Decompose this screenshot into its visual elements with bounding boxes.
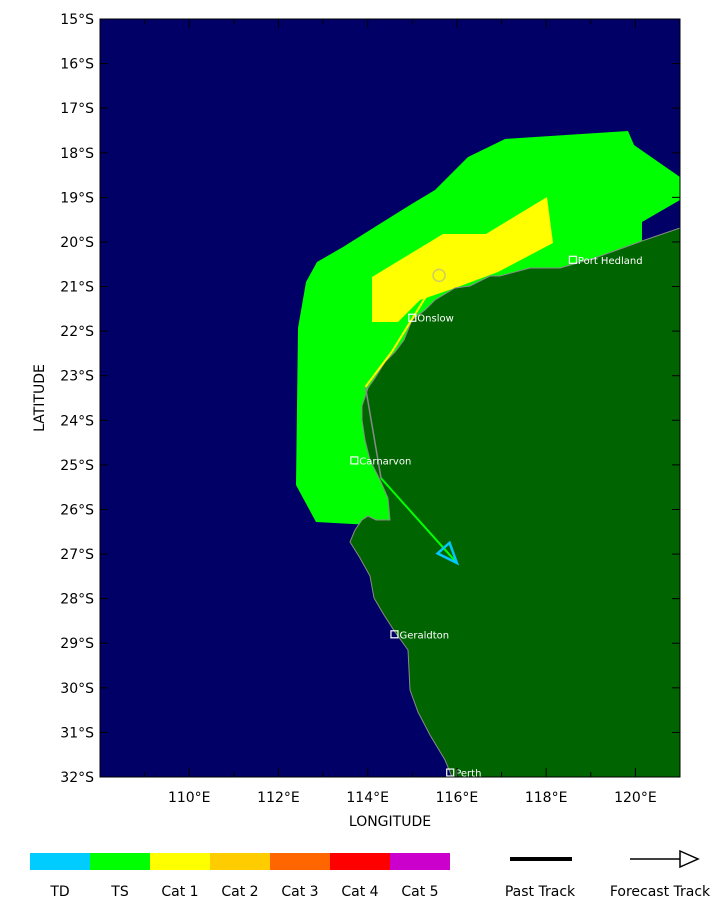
legend-label: Cat 3: [281, 884, 318, 898]
y-tick-label: 19°S: [60, 190, 94, 206]
y-tick-label: 15°S: [60, 12, 94, 28]
y-tick-label: 21°S: [60, 280, 94, 296]
past-track-label: Past Track: [505, 884, 576, 898]
x-axis-title: LONGITUDE: [349, 814, 431, 830]
city-label: Perth: [455, 769, 481, 780]
current-position-marker: [432, 268, 446, 283]
forecast-arrowhead-legend-icon: [679, 849, 700, 869]
intensity-legend: TD TS Cat 1 Cat 2 Cat 3 Cat 4 Cat 5: [30, 853, 450, 898]
forecast-track-label: Forecast Track: [610, 884, 711, 898]
legend-label: TD: [49, 884, 69, 898]
x-tick-label: 118°E: [525, 790, 568, 806]
legend-swatch: [30, 853, 90, 870]
city-marker-icon: [568, 255, 578, 264]
city-marker-icon: [350, 456, 359, 465]
category-1-wind-zone: [372, 197, 553, 322]
legend-swatch: [90, 853, 150, 870]
y-tick-label: 27°S: [60, 547, 94, 563]
legend-label: TS: [110, 884, 129, 898]
legend-label: Cat 1: [161, 884, 198, 898]
city-label: Geraldton: [399, 630, 449, 641]
y-axis-title: LATITUDE: [32, 364, 48, 432]
y-tick-label: 29°S: [60, 636, 94, 652]
x-tick-label: 112°E: [257, 790, 300, 806]
x-tick-label: 110°E: [168, 790, 211, 806]
legend-label: Cat 5: [401, 884, 438, 898]
australia-landmass: [350, 228, 680, 777]
legend-swatch: [390, 853, 450, 870]
y-tick-label: 24°S: [60, 413, 94, 429]
cat1-track-segment: [364, 274, 440, 388]
past-track-legend: Past Track: [505, 857, 576, 898]
y-tick-label: 26°S: [60, 502, 94, 518]
x-tick-label: 116°E: [436, 790, 479, 806]
forecast-arrowhead-icon: [435, 540, 460, 566]
legend-swatch: [330, 853, 390, 870]
x-tick-label: 114°E: [346, 790, 389, 806]
y-tick-label: 20°S: [60, 235, 94, 251]
y-tick-label: 25°S: [60, 458, 94, 474]
plot-frame: [99, 18, 681, 778]
y-tick-label: 16°S: [60, 57, 94, 73]
longitude-axis: 110°E 112°E 114°E 116°E 118°E 120°E: [99, 19, 681, 806]
city-label: Onslow: [417, 314, 454, 325]
legend-swatch: [210, 853, 270, 870]
city-marker-icon: [408, 313, 417, 322]
y-tick-label: 18°S: [60, 146, 94, 162]
y-tick-label: 30°S: [60, 681, 94, 697]
coastline-outline: [349, 227, 680, 777]
city-label: Carnarvon: [359, 456, 411, 467]
city-marker-icon: [390, 630, 399, 639]
city-markers: Port Hedland Onslow Carnarvon Geraldton Pert…: [350, 255, 643, 780]
legend-label: Cat 4: [341, 884, 378, 898]
y-tick-label: 23°S: [60, 369, 94, 385]
y-tick-label: 31°S: [60, 725, 94, 741]
legend-label: Cat 2: [221, 884, 258, 898]
y-tick-label: 17°S: [60, 101, 94, 117]
map-plot-area: [100, 19, 680, 777]
y-tick-label: 28°S: [60, 592, 94, 608]
y-tick-label: 22°S: [60, 324, 94, 340]
city-label: Port Hedland: [578, 256, 643, 267]
legend-swatch: [270, 853, 330, 870]
city-marker-icon: [446, 768, 455, 777]
forecast-track-legend: Forecast Track: [610, 849, 711, 898]
legend-swatch: [150, 853, 210, 870]
x-tick-label: 120°E: [614, 790, 657, 806]
y-tick-label: 32°S: [60, 770, 94, 786]
latitude-axis: 15°S 16°S 17°S 18°S 19°S 20°S 21°S 22°S 23°S 24°S…: [60, 12, 680, 786]
